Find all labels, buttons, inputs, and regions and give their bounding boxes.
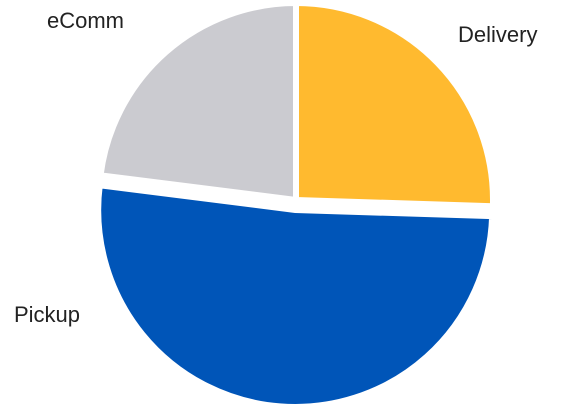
pie-slice-ecomm (97, 0, 299, 204)
slice-label-pickup: Pickup (14, 302, 81, 327)
pie-slice-delivery (293, 0, 496, 210)
slice-label-delivery: Delivery (458, 22, 538, 47)
pie-slice-pickup (95, 181, 496, 407)
slice-label-ecomm: eComm (47, 8, 125, 33)
